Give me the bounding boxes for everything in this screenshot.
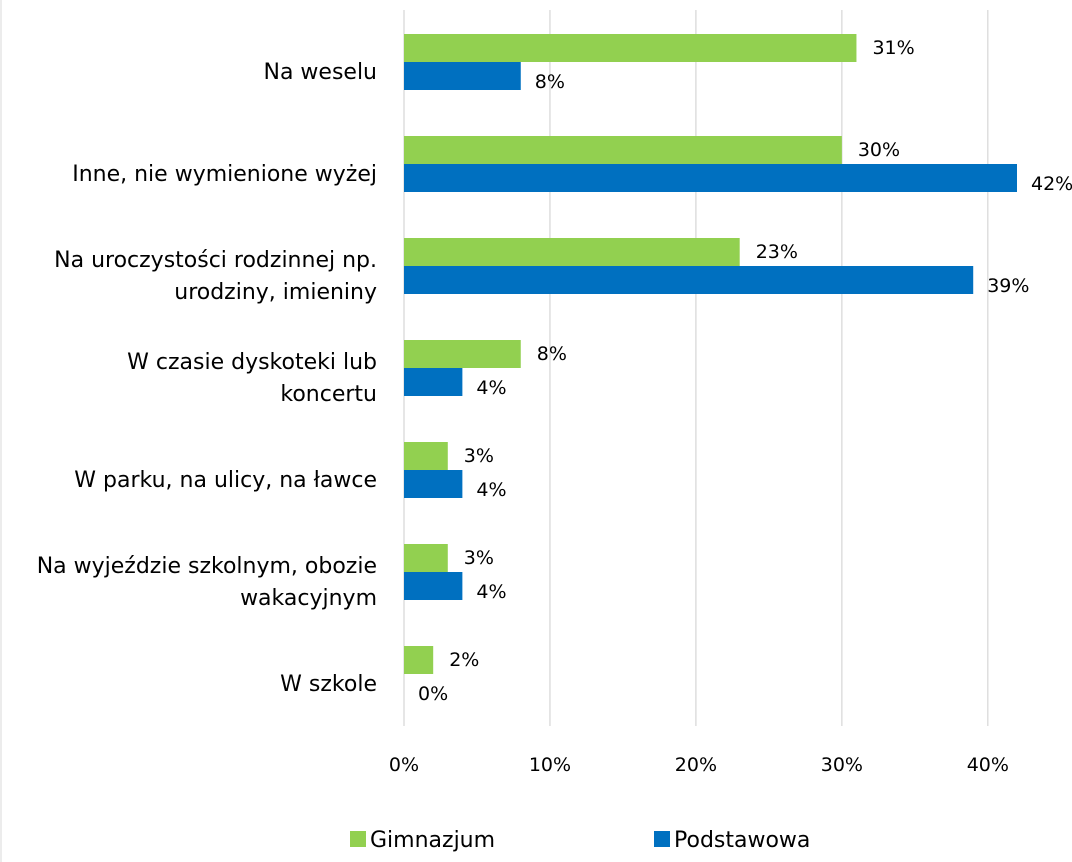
bar-podstawowa	[404, 62, 521, 90]
bar-podstawowa	[404, 470, 463, 498]
data-label: 42%	[1031, 173, 1072, 195]
category-label: urodziny, imieniny	[174, 280, 377, 305]
bar-podstawowa	[404, 368, 463, 396]
bar-gimnazjum	[404, 238, 740, 266]
legend-swatch-gimnazjum	[350, 831, 366, 847]
data-label: 30%	[858, 139, 900, 161]
data-label: 3%	[464, 547, 494, 569]
category-label: W parku, na ulicy, na ławce	[74, 468, 377, 493]
category-label: wakacyjnym	[240, 586, 377, 611]
bar-gimnazjum	[404, 442, 448, 470]
data-label: 2%	[449, 649, 479, 671]
data-label: 31%	[872, 37, 914, 59]
category-label: Na wyjeździe szkolnym, obozie	[37, 554, 377, 579]
bar-gimnazjum	[404, 544, 448, 572]
bar-podstawowa	[404, 164, 1017, 192]
data-label: 23%	[756, 241, 798, 263]
legend-label: Gimnazjum	[370, 828, 495, 853]
data-label: 8%	[537, 343, 567, 365]
x-tick-label: 30%	[821, 754, 863, 776]
data-label: 39%	[987, 275, 1029, 297]
x-tick-label: 0%	[389, 754, 419, 776]
category-label: W szkole	[280, 672, 377, 697]
data-label: 4%	[476, 581, 506, 603]
bar-podstawowa	[404, 266, 974, 294]
data-label: 0%	[418, 683, 448, 705]
category-label: Na weselu	[263, 60, 377, 85]
bar-gimnazjum	[404, 34, 857, 62]
category-label: Na uroczystości rodzinnej np.	[54, 248, 377, 273]
data-label: 4%	[476, 377, 506, 399]
bar-gimnazjum	[404, 136, 842, 164]
x-tick-label: 40%	[967, 754, 1009, 776]
x-tick-label: 10%	[529, 754, 571, 776]
x-tick-label: 20%	[675, 754, 717, 776]
category-label: koncertu	[280, 382, 377, 407]
data-label: 3%	[464, 445, 494, 467]
data-label: 8%	[535, 71, 565, 93]
bar-gimnazjum	[404, 646, 434, 674]
bar-podstawowa	[404, 572, 463, 600]
legend-label: Podstawowa	[674, 828, 810, 853]
category-label: Inne, nie wymienione wyżej	[72, 162, 377, 187]
data-label: 4%	[476, 479, 506, 501]
category-label: W czasie dyskoteki lub	[127, 350, 377, 375]
legend-swatch-podstawowa	[654, 831, 670, 847]
bar-gimnazjum	[404, 340, 521, 368]
